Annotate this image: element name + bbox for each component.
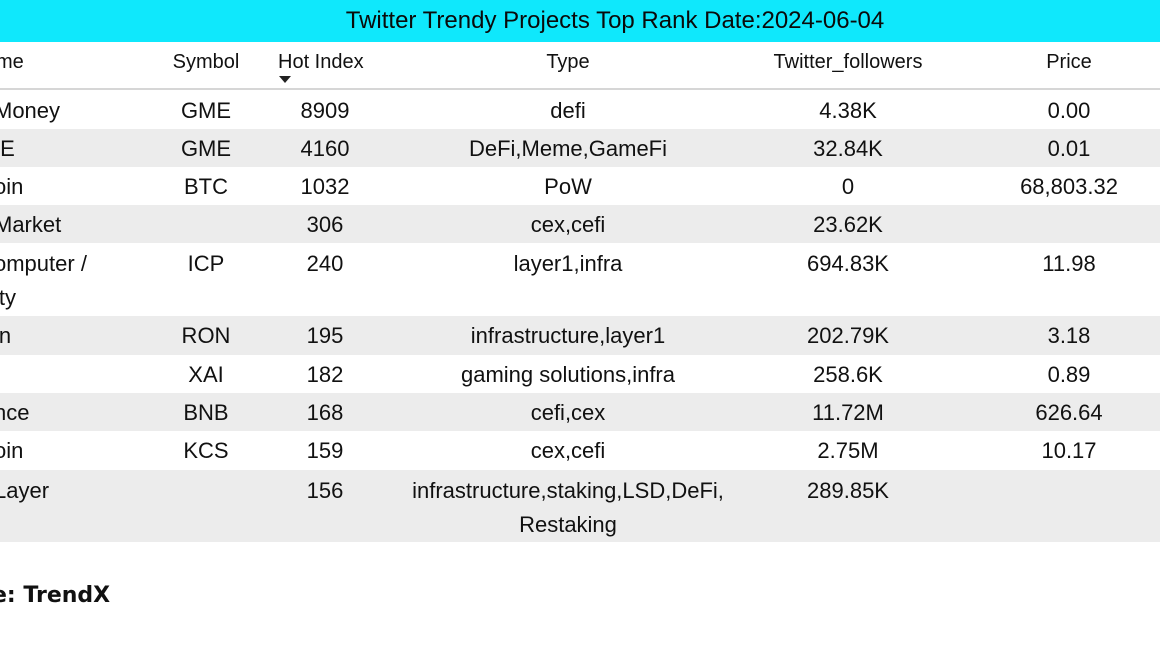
cell-name: Money	[0, 98, 61, 123]
table-row[interactable]: Money GME 8909 defi 4.38K 0.00	[0, 92, 1160, 129]
header-price[interactable]: Price	[1046, 51, 1092, 73]
cell-price: 10.17	[1041, 438, 1097, 463]
table-header-row: me Symbol Hot Index Type Twitter_followe…	[0, 42, 1160, 90]
cell-hot-index: 195	[306, 323, 344, 348]
cell-followers: 202.79K	[807, 323, 889, 348]
cell-price: 11.98	[1042, 251, 1096, 276]
cell-symbol: GME	[180, 136, 232, 161]
cell-hot-index: 8909	[300, 98, 350, 123]
cell-price: 0.01	[1047, 136, 1091, 161]
sort-descending-icon[interactable]	[279, 76, 291, 83]
cell-name: IE	[0, 136, 15, 161]
source-credit: e: TrendX	[0, 583, 111, 608]
cell-price: 0.89	[1047, 362, 1091, 387]
cell-hot-index: 240	[306, 251, 344, 276]
header-type[interactable]: Type	[546, 51, 590, 73]
table-row[interactable]: I XAI 182 gaming solutions,infra 258.6K …	[0, 355, 1160, 393]
header-hot-index[interactable]: Hot Index	[278, 51, 364, 73]
cell-symbol: KCS	[183, 438, 229, 463]
cell-price: 68,803.32	[1020, 174, 1118, 199]
cell-followers: 11.72M	[812, 400, 884, 425]
cell-symbol: BTC	[184, 174, 228, 199]
header-name[interactable]: me	[0, 51, 24, 73]
header-twitter-followers[interactable]: Twitter_followers	[773, 51, 923, 73]
table-row[interactable]: nce BNB 168 cefi,cex 11.72M 626.64	[0, 393, 1160, 431]
cell-type: infrastructure,staking,LSD,DeFi,	[412, 478, 724, 503]
cell-symbol: ICP	[187, 251, 225, 276]
table-row[interactable]: omputer / ity ICP 240 layer1,infra 694.8…	[0, 243, 1160, 316]
cell-name: oin	[0, 174, 24, 199]
table-row[interactable]: oin BTC 1032 PoW 0 68,803.32	[0, 167, 1160, 205]
cell-type: PoW	[544, 174, 592, 199]
cell-symbol: BNB	[183, 400, 229, 425]
cell-hot-index: 156	[306, 478, 344, 503]
cell-followers: 694.83K	[807, 251, 889, 276]
cell-followers: 4.38K	[819, 98, 877, 123]
cell-name: omputer /	[0, 251, 87, 276]
cell-name: Layer	[0, 478, 50, 503]
table-title: Twitter Trendy Projects Top Rank Date:20…	[345, 7, 885, 34]
cell-type: cefi,cex	[530, 400, 606, 425]
cell-type: infrastructure,layer1	[470, 323, 666, 348]
table-row[interactable]: Market 306 cex,cefi 23.62K	[0, 205, 1160, 243]
cell-followers: 0	[841, 174, 855, 199]
cell-type: defi	[550, 98, 586, 123]
cell-type: cex,cefi	[530, 212, 606, 237]
cell-name: oin	[0, 438, 24, 463]
cell-price: 0.00	[1047, 98, 1091, 123]
cell-type: cex,cefi	[530, 438, 606, 463]
cell-symbol: GME	[180, 98, 232, 123]
cell-name-line2: ity	[0, 285, 16, 310]
cell-type-line2: Restaking	[519, 512, 617, 537]
cell-price: 626.64	[1035, 400, 1103, 425]
cell-hot-index: 306	[306, 212, 344, 237]
cell-followers: 32.84K	[813, 136, 883, 161]
table-title-bar: Twitter Trendy Projects Top Rank Date:20…	[0, 0, 1160, 42]
cell-hot-index: 168	[306, 400, 344, 425]
cell-symbol: RON	[181, 323, 231, 348]
table-row[interactable]: Layer 156 infrastructure,staking,LSD,DeF…	[0, 470, 1160, 542]
cell-followers: 2.75M	[817, 438, 879, 463]
table-row[interactable]: IE GME 4160 DeFi,Meme,GameFi 32.84K 0.01	[0, 129, 1160, 167]
cell-type: gaming solutions,infra	[460, 362, 676, 387]
cell-price: 3.18	[1047, 323, 1091, 348]
cell-followers: 289.85K	[807, 478, 889, 503]
header-symbol[interactable]: Symbol	[172, 51, 240, 73]
cell-type: layer1,infra	[513, 251, 623, 276]
cell-hot-index: 159	[306, 438, 344, 463]
table-row[interactable]: in RON 195 infrastructure,layer1 202.79K…	[0, 316, 1160, 355]
cell-hot-index: 182	[306, 362, 344, 387]
cell-hot-index: 1032	[300, 174, 350, 199]
table-row[interactable]: oin KCS 159 cex,cefi 2.75M 10.17	[0, 431, 1160, 470]
cell-type: DeFi,Meme,GameFi	[468, 136, 668, 161]
cell-hot-index: 4160	[300, 136, 350, 161]
cell-name: Market	[0, 212, 62, 237]
cell-symbol: XAI	[188, 362, 224, 387]
cell-followers: 258.6K	[813, 362, 883, 387]
cell-name: nce	[0, 400, 30, 425]
cell-name: in	[0, 323, 12, 348]
cell-followers: 23.62K	[813, 212, 883, 237]
